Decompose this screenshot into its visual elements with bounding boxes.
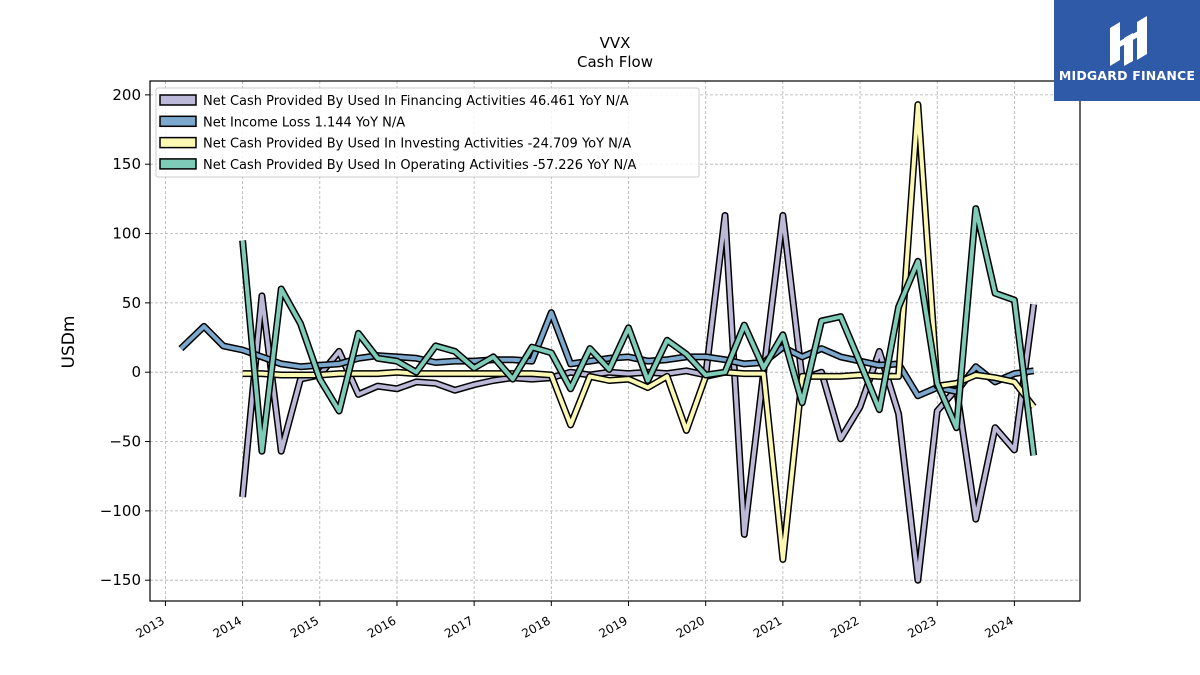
chart-subtitle: Cash Flow xyxy=(577,53,653,71)
y-tick-label: −150 xyxy=(100,571,141,589)
legend-swatch xyxy=(159,136,197,149)
series-3 xyxy=(242,101,1037,563)
legend-label: Net Cash Provided By Used In Operating A… xyxy=(203,158,637,173)
x-tick-label: 2015 xyxy=(288,613,321,640)
legend-swatch xyxy=(159,158,197,170)
series-2 xyxy=(178,309,1035,400)
legend-box xyxy=(155,87,700,178)
legend-label: Net Cash Provided By Used In Financing A… xyxy=(203,94,629,109)
y-tick-label: 50 xyxy=(122,294,141,312)
legend: Net Cash Provided By Used In Financing A… xyxy=(155,87,700,178)
y-tick-label: 0 xyxy=(131,363,141,381)
series-4 xyxy=(239,205,1038,456)
series-line xyxy=(240,213,1036,583)
x-tick-label: 2018 xyxy=(519,613,552,640)
logo-text: MIDGARD FINANCE xyxy=(1058,68,1196,83)
series-lines xyxy=(178,101,1038,584)
legend-swatch xyxy=(159,94,197,106)
series-line xyxy=(240,206,1036,456)
legend-label: Net Cash Provided By Used In Investing A… xyxy=(203,137,631,152)
y-tick-label: 100 xyxy=(112,225,141,243)
x-tick-label: 2013 xyxy=(133,613,166,640)
x-tick-label: 2021 xyxy=(751,613,784,640)
x-tick-label: 2016 xyxy=(365,613,398,640)
x-tick-label: 2023 xyxy=(905,613,938,640)
series-line xyxy=(242,102,1036,562)
y-tick-label: 150 xyxy=(112,155,141,173)
y-axis-label: USDm xyxy=(59,316,79,369)
y-tick-label: −100 xyxy=(100,502,141,520)
plot-frame xyxy=(149,80,1081,602)
legend-swatch xyxy=(159,115,197,128)
series-line xyxy=(179,310,1034,398)
x-tick-label: 2022 xyxy=(828,613,861,640)
logo-mark-icon xyxy=(1110,16,1147,66)
series-line-outline xyxy=(239,205,1038,456)
x-tick-label: 2019 xyxy=(597,613,630,640)
y-tick-label: 200 xyxy=(112,86,141,104)
midgard-finance-logo: MIDGARD FINANCE xyxy=(1054,0,1200,101)
x-tick-label: 2024 xyxy=(982,613,1015,640)
chart-title: VVX xyxy=(600,34,631,52)
x-tick-label: 2014 xyxy=(211,613,244,640)
x-tick-label: 2020 xyxy=(674,613,707,640)
x-tick-label: 2017 xyxy=(442,613,475,640)
y-tick-label: −50 xyxy=(109,433,141,451)
legend-label: Net Income Loss 1.144 YoY N/A xyxy=(203,115,405,130)
series-1 xyxy=(239,212,1038,584)
